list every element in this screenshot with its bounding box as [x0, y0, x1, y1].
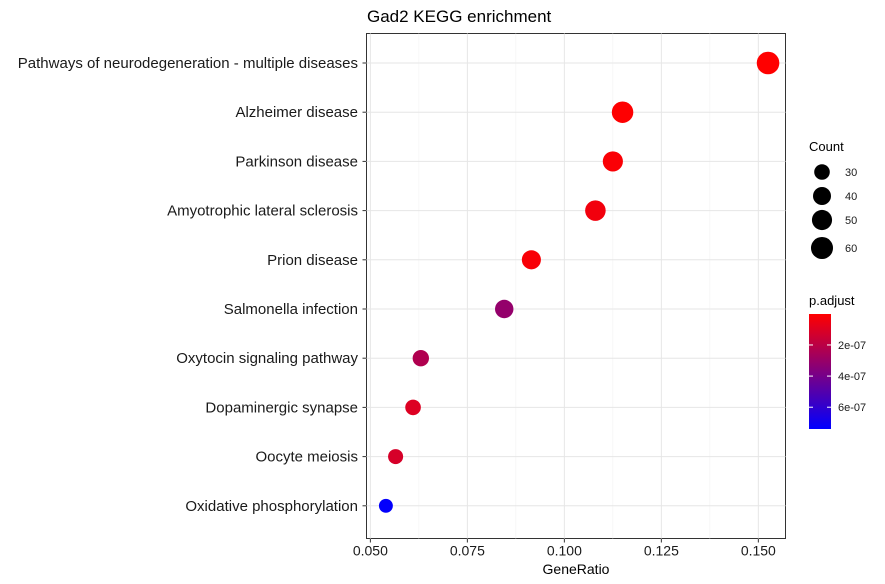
data-point: [756, 51, 780, 75]
x-tick-label: 0.100: [547, 543, 582, 559]
data-points: [378, 51, 780, 513]
x-axis: 0.050 0.075 0.100 0.125 0.150: [353, 538, 776, 559]
x-tick-label: 0.125: [644, 543, 679, 559]
count-legend-key: [810, 236, 834, 260]
x-tick-label: 0.150: [741, 543, 776, 559]
data-point: [412, 350, 429, 367]
count-legend-key: [814, 164, 830, 180]
x-tick-label: 0.050: [353, 543, 388, 559]
colorbar-label: 2e-07: [838, 340, 866, 352]
data-point: [388, 449, 404, 465]
data-point: [495, 299, 514, 319]
chart-title: Gad2 KEGG enrichment: [367, 7, 552, 26]
count-legend-label: 40: [845, 191, 857, 203]
plot-panel: [366, 33, 786, 539]
p-adjust-legend: p.adjust 2e-07 4e-07 6e-07: [809, 293, 866, 429]
y-tick-label: Oocyte meiosis: [255, 449, 358, 466]
y-tick-label: Prion disease: [267, 252, 358, 269]
x-axis-title: GeneRatio: [543, 561, 610, 577]
p-adjust-legend-title: p.adjust: [809, 293, 855, 308]
colorbar-label: 4e-07: [838, 371, 866, 383]
count-legend-key: [812, 186, 832, 206]
data-point: [405, 399, 421, 416]
y-tick-label: Amyotrophic lateral sclerosis: [167, 203, 358, 220]
p-adjust-colorbar: [809, 314, 831, 429]
grid-lines: [366, 33, 786, 539]
count-legend-label: 50: [845, 215, 857, 227]
y-tick-label: Oxytocin signaling pathway: [176, 350, 358, 367]
y-tick-label: Dopaminergic synapse: [205, 399, 358, 416]
data-point: [521, 250, 541, 270]
data-point: [602, 151, 623, 172]
count-legend-title: Count: [809, 139, 844, 154]
y-tick-label: Oxidative phosphorylation: [185, 498, 358, 515]
data-point: [611, 101, 634, 123]
y-tick-label: Pathways of neurodegeneration - multiple…: [18, 55, 358, 72]
data-point: [585, 200, 606, 221]
x-tick-label: 0.075: [450, 543, 485, 559]
colorbar-label: 6e-07: [838, 402, 866, 414]
count-legend-label: 60: [845, 243, 857, 255]
count-legend-label: 30: [845, 167, 857, 179]
count-legend: Count 30 40 50 60: [809, 139, 857, 260]
y-axis-labels: Pathways of neurodegeneration - multiple…: [18, 55, 367, 515]
data-point: [378, 498, 393, 513]
count-legend-key: [811, 209, 833, 231]
y-tick-label: Salmonella infection: [224, 301, 358, 318]
y-tick-label: Parkinson disease: [235, 153, 358, 170]
y-tick-label: Alzheimer disease: [235, 104, 358, 121]
